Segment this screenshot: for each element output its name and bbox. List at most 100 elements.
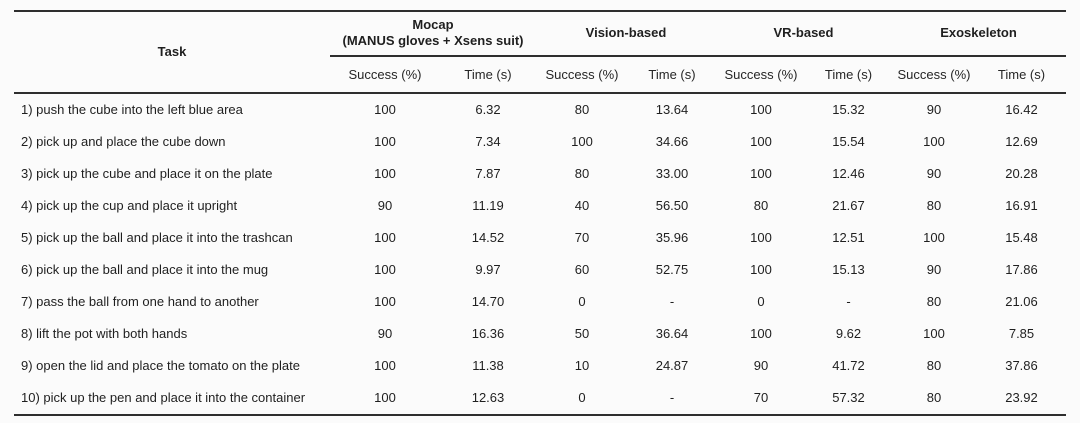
value-cell: 100 [750,262,772,277]
value-cell: 24.87 [655,358,689,373]
value-cell: 70 [574,230,590,245]
value-cell: 50 [574,326,590,341]
value-cell: 100 [374,294,396,309]
group-header-mocap: Mocap (MANUS gloves + Xsens suit) [330,11,536,57]
task-cell: 7) pass the ball from one hand to anothe… [21,294,259,309]
value-cell: 100 [374,166,396,181]
group-header-row: Task Mocap (MANUS gloves + Xsens suit) V… [14,11,1066,94]
task-cell: 5) pick up the ball and place it into th… [21,230,293,245]
value-cell: 36.64 [655,326,689,341]
vision-time-header: Time (s) [628,55,716,94]
value-cell: 100 [374,262,396,277]
value-cell: 80 [574,102,590,117]
table-row: 7) pass the ball from one hand to anothe… [14,286,1066,318]
value-cell: 90 [753,358,769,373]
value-cell: 17.86 [1005,262,1038,277]
value-cell: 100 [374,390,396,405]
value-cell: 52.75 [655,262,689,277]
value-cell: 14.70 [471,294,505,309]
value-cell: 100 [374,230,396,245]
value-cell: 34.66 [655,134,689,149]
value-cell: 80 [926,294,942,309]
value-cell: 0 [757,294,765,309]
value-cell: 7.85 [1008,326,1035,341]
value-cell: 70 [753,390,769,405]
value-cell: 90 [377,198,393,213]
value-cell: - [669,294,675,309]
value-cell: 57.32 [832,390,865,405]
task-cell: 4) pick up the cup and place it upright [21,198,238,213]
value-cell: - [846,294,851,309]
value-cell: 80 [926,358,942,373]
value-cell: 90 [926,102,942,117]
vr-success-header: Success (%) [716,55,806,94]
value-cell: 16.36 [471,326,505,341]
value-cell: 7.87 [475,166,501,181]
group-header-vr: VR-based [716,11,891,57]
value-cell: 100 [374,358,396,373]
table-row: 10) pick up the pen and place it into th… [14,382,1066,415]
value-cell: 40 [574,198,590,213]
mocap-success-header: Success (%) [330,55,440,94]
value-cell: 12.46 [832,166,865,181]
value-cell: - [669,390,675,405]
table-row: 6) pick up the ball and place it into th… [14,254,1066,286]
vr-time-header: Time (s) [806,55,891,94]
value-cell: 80 [753,198,769,213]
value-cell: 21.67 [832,198,865,213]
task-column-header: Task [14,11,330,94]
value-cell: 90 [926,262,942,277]
value-cell: 33.00 [655,166,689,181]
table-row: 8) lift the pot with both hands 90 16.36… [14,318,1066,350]
value-cell: 60 [574,262,590,277]
value-cell: 13.64 [655,102,689,117]
exo-time-header: Time (s) [977,55,1066,94]
value-cell: 10 [574,358,590,373]
value-cell: 100 [750,326,772,341]
group-header-vision: Vision-based [536,11,716,57]
value-cell: 12.51 [832,230,865,245]
value-cell: 80 [926,390,942,405]
value-cell: 100 [923,134,945,149]
value-cell: 14.52 [471,230,505,245]
value-cell: 16.42 [1005,102,1038,117]
task-cell: 2) pick up and place the cube down [21,134,226,149]
table-row: 3) pick up the cube and place it on the … [14,158,1066,190]
value-cell: 90 [377,326,393,341]
table-row: 9) open the lid and place the tomato on … [14,350,1066,382]
value-cell: 15.13 [832,262,865,277]
task-cell: 1) push the cube into the left blue area [21,102,243,117]
value-cell: 100 [374,102,396,117]
exo-success-header: Success (%) [891,55,977,94]
value-cell: 6.32 [475,102,501,117]
vision-success-header: Success (%) [536,55,628,94]
value-cell: 0 [578,390,586,405]
mocap-time-header: Time (s) [440,55,536,94]
table-row: 1) push the cube into the left blue area… [14,93,1066,126]
value-cell: 80 [574,166,590,181]
task-cell: 10) pick up the pen and place it into th… [21,390,306,405]
value-cell: 15.48 [1005,230,1038,245]
table-row: 2) pick up and place the cube down 100 7… [14,126,1066,158]
value-cell: 12.69 [1005,134,1038,149]
value-cell: 7.34 [475,134,501,149]
task-cell: 9) open the lid and place the tomato on … [21,358,300,373]
value-cell: 11.38 [472,358,504,373]
value-cell: 80 [926,198,942,213]
value-cell: 0 [578,294,586,309]
results-table-container: Task Mocap (MANUS gloves + Xsens suit) V… [14,10,1066,416]
value-cell: 56.50 [655,198,689,213]
value-cell: 35.96 [655,230,689,245]
value-cell: 21.06 [1005,294,1038,309]
value-cell: 23.92 [1005,390,1038,405]
value-cell: 9.97 [475,262,501,277]
task-cell: 8) lift the pot with both hands [21,326,188,341]
task-cell: 6) pick up the ball and place it into th… [21,262,269,277]
results-table: Task Mocap (MANUS gloves + Xsens suit) V… [14,10,1066,416]
value-cell: 100 [750,166,772,181]
value-cell: 41.72 [832,358,865,373]
group-header-exoskeleton: Exoskeleton [891,11,1066,57]
value-cell: 11.19 [472,198,504,213]
value-cell: 9.62 [835,326,862,341]
value-cell: 100 [923,230,945,245]
